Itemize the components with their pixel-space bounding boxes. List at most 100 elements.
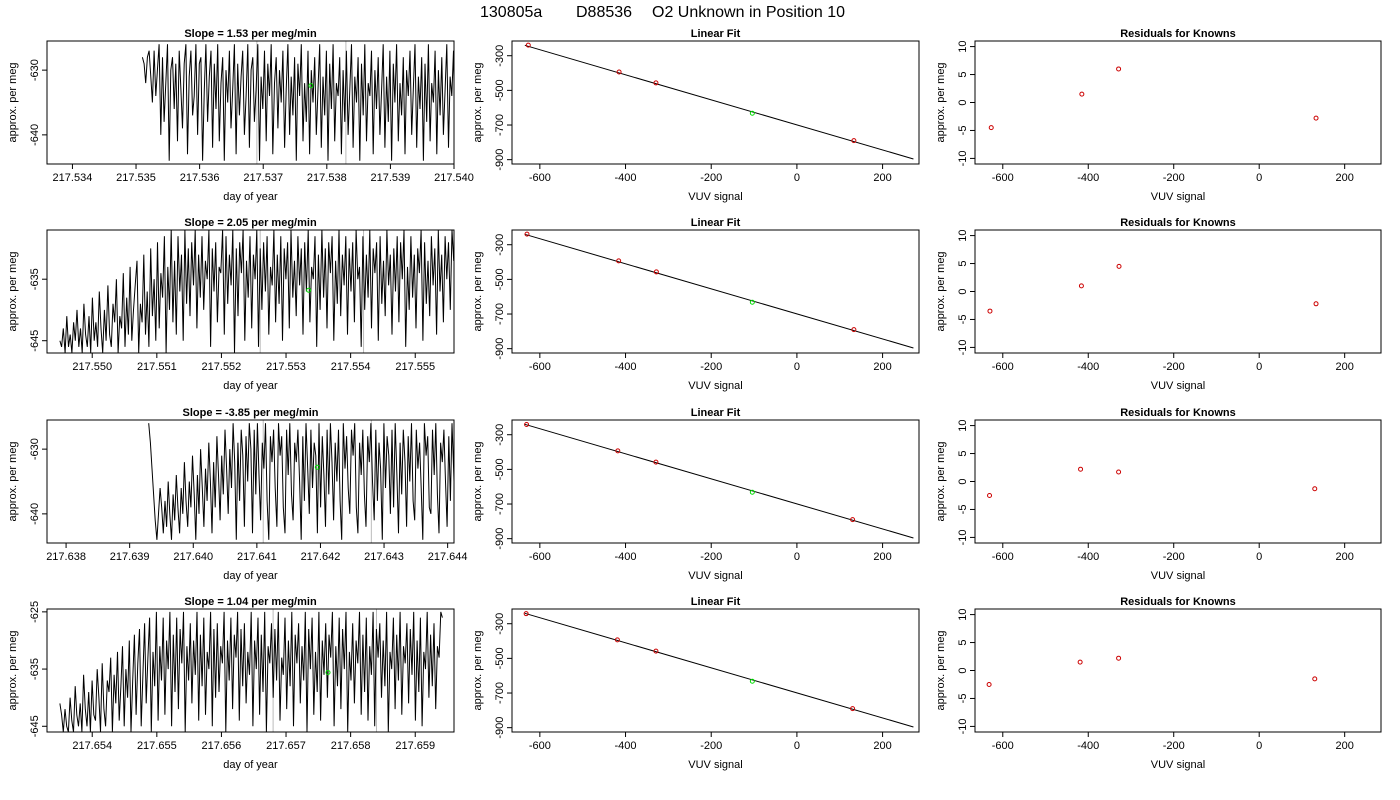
x-tick-label: 200 <box>1335 361 1353 373</box>
x-tick-label: -200 <box>1163 172 1185 184</box>
known-standard-point <box>614 637 620 643</box>
y-axis-label: approx. per meg <box>7 441 19 521</box>
known-standard-point <box>1313 301 1319 307</box>
x-tick-label: -600 <box>529 361 551 373</box>
figure-title-run-id: 130805a <box>480 4 542 21</box>
plot-frame <box>511 40 920 165</box>
y-tick-label: -635 <box>29 658 41 680</box>
known-standard-point <box>851 138 857 144</box>
panel-title: Slope = 2.05 per meg/min <box>184 217 317 229</box>
fit-line <box>524 44 914 160</box>
plot-area <box>524 231 914 349</box>
x-tick-label: 217.656 <box>202 740 242 752</box>
known-standard-point <box>1078 466 1084 472</box>
x-tick-label: 217.657 <box>266 740 306 752</box>
panel-title: Linear Fit <box>691 28 741 40</box>
y-tick-label: -5 <box>957 505 969 515</box>
plot-area <box>141 41 454 164</box>
y-tick-label: -640 <box>29 124 41 146</box>
x-tick-label: -400 <box>1077 551 1099 563</box>
x-tick-label: 200 <box>1335 551 1353 563</box>
y-tick-label: 5 <box>957 639 969 645</box>
plot-frame <box>511 229 920 354</box>
unknown-average-point <box>308 83 314 89</box>
x-tick-label: 0 <box>794 740 800 752</box>
x-tick-label: -600 <box>529 172 551 184</box>
x-tick-label: -200 <box>1163 740 1185 752</box>
x-axis-label: VUV signal <box>688 570 742 582</box>
x-tick-label: 0 <box>1256 361 1262 373</box>
y-axis-label: approx. per meg <box>7 62 19 142</box>
x-tick-label: -200 <box>1163 551 1185 563</box>
plot-area <box>987 466 1318 498</box>
y-tick-label: -5 <box>957 694 969 704</box>
y-tick-label: -645 <box>29 715 41 737</box>
panel-title: Slope = 1.04 per meg/min <box>184 596 317 608</box>
y-tick-label: -900 <box>494 528 506 550</box>
fit-line <box>524 612 914 728</box>
known-standard-point <box>523 611 529 617</box>
y-axis-label: approx. per meg <box>7 630 19 710</box>
y-tick-label: -625 <box>29 601 41 623</box>
unknown-sample-point <box>749 299 755 305</box>
y-axis-label: approx. per meg <box>472 251 484 331</box>
x-tick-label: 0 <box>794 172 800 184</box>
x-tick-label: 200 <box>873 740 891 752</box>
x-axis-label: day of year <box>223 759 278 771</box>
x-tick-label: -400 <box>615 172 637 184</box>
x-tick-label: 217.540 <box>434 172 474 184</box>
x-tick-label: 217.654 <box>72 740 112 752</box>
known-standard-point <box>653 80 659 86</box>
x-tick-label: -600 <box>992 551 1014 563</box>
y-tick-label: -700 <box>494 303 506 325</box>
panel-title: Residuals for Knowns <box>1120 596 1236 608</box>
y-tick-label: 5 <box>957 260 969 266</box>
x-axis-label: day of year <box>223 570 278 582</box>
known-standard-point <box>653 269 659 275</box>
plot-frame <box>46 608 455 733</box>
y-axis-label: approx. per meg <box>935 630 947 710</box>
y-tick-label: -900 <box>494 338 506 360</box>
y-axis-label: approx. per meg <box>472 441 484 521</box>
y-tick-label: -10 <box>957 529 969 545</box>
x-tick-label: 217.538 <box>307 172 347 184</box>
y-tick-label: -500 <box>494 647 506 669</box>
x-tick-label: 217.550 <box>72 361 112 373</box>
panel-fit-row-2: Linear Fit VUV signal approx. per meg -600 -… <box>472 217 920 392</box>
known-standard-point <box>525 42 531 48</box>
known-standard-point <box>615 448 621 454</box>
y-tick-label: -5 <box>957 126 969 136</box>
y-tick-label: 0 <box>957 99 969 105</box>
y-axis-label: approx. per meg <box>935 251 947 331</box>
known-standard-point <box>987 492 993 498</box>
y-tick-label: -700 <box>494 493 506 515</box>
panel-fit-row-4: Linear Fit VUV signal approx. per meg -600 -… <box>472 596 920 771</box>
x-tick-label: -600 <box>992 361 1014 373</box>
plot-area <box>524 42 914 160</box>
y-tick-label: -500 <box>494 79 506 101</box>
x-tick-label: 217.552 <box>202 361 242 373</box>
known-standard-point <box>1116 469 1122 475</box>
x-tick-label: 217.643 <box>364 551 404 563</box>
x-axis-label: day of year <box>223 380 278 392</box>
panel-title: Linear Fit <box>691 217 741 229</box>
plot-frame <box>46 229 455 354</box>
y-axis-label: approx. per meg <box>935 62 947 142</box>
x-axis-label: VUV signal <box>688 191 742 203</box>
x-axis-label: VUV signal <box>688 759 742 771</box>
x-tick-label: 0 <box>1256 740 1262 752</box>
x-tick-label: 217.537 <box>243 172 283 184</box>
plot-frame <box>511 419 920 544</box>
known-standard-point <box>1312 676 1318 682</box>
known-standard-point <box>1312 486 1318 492</box>
plot-area <box>524 422 914 539</box>
known-standard-point <box>1079 91 1085 97</box>
x-axis-label: VUV signal <box>1151 759 1205 771</box>
y-axis-label: approx. per meg <box>7 251 19 331</box>
x-tick-label: 217.659 <box>395 740 435 752</box>
plot-frame <box>974 608 1382 733</box>
plot-area <box>523 611 914 728</box>
panel-fit-row-1: Linear Fit VUV signal approx. per meg -600 -… <box>472 28 920 203</box>
panel-timeseries-row-3: Slope = -3.85 per meg/min day of year appr… <box>7 407 468 582</box>
